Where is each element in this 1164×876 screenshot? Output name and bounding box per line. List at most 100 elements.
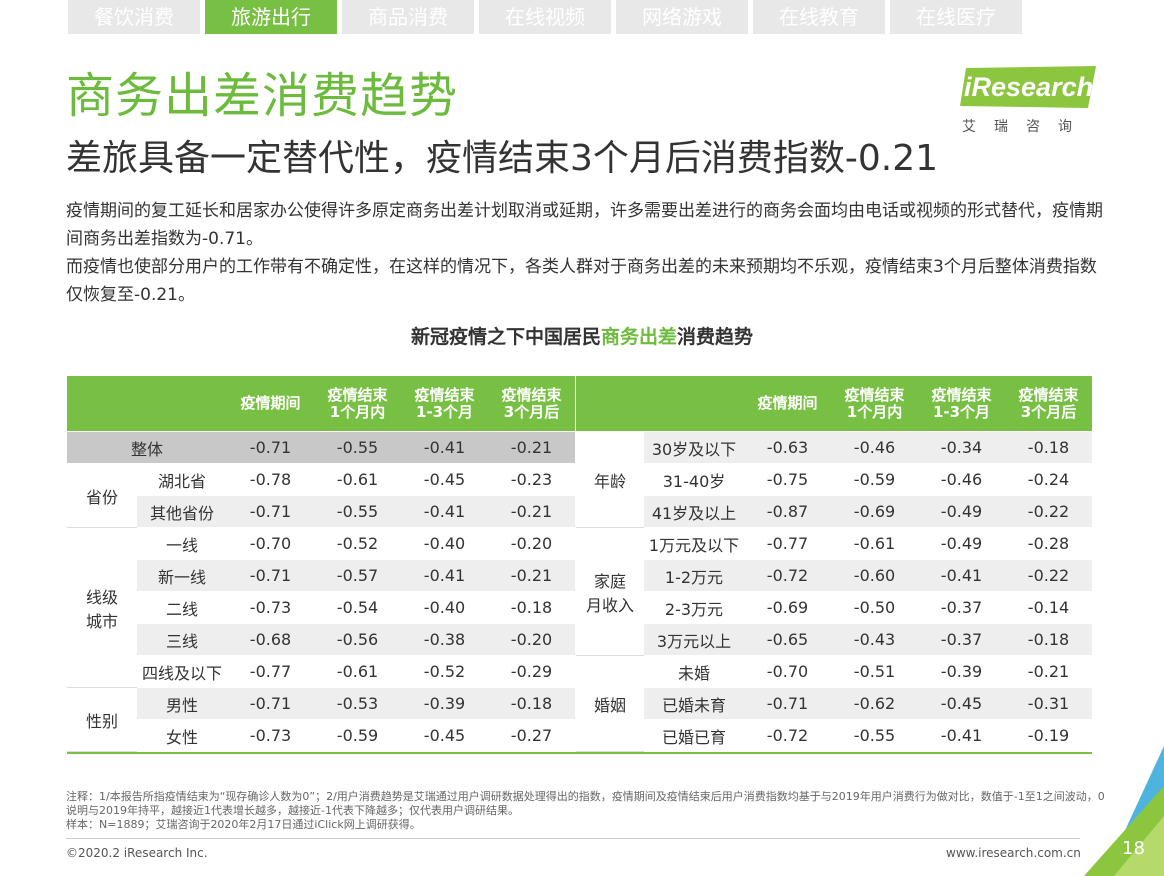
- column-header: 疫情结束 1个月内: [314, 376, 401, 432]
- logo-text: iResearch: [964, 72, 1094, 102]
- table-cell: -0.21: [488, 432, 575, 464]
- table-cell: -0.72: [744, 560, 831, 592]
- table-cell: -0.71: [227, 432, 314, 464]
- table-cell: -0.78: [227, 464, 314, 496]
- table-cell: -0.22: [1005, 496, 1092, 528]
- table-cell: -0.65: [744, 624, 831, 656]
- tab-2[interactable]: 商品消费: [342, 0, 474, 34]
- row-label: 四线及以下: [137, 656, 227, 688]
- table-cell: -0.52: [314, 528, 401, 560]
- table-cell: -0.61: [314, 464, 401, 496]
- table-title-pre: 新冠疫情之下中国居民: [410, 326, 601, 348]
- table-cell: -0.41: [401, 432, 488, 464]
- table-cell: -0.71: [227, 688, 314, 720]
- footer-divider: [66, 838, 1080, 839]
- page-number: 18: [1122, 838, 1145, 859]
- table-cell: -0.87: [744, 496, 831, 528]
- table-cell: -0.52: [401, 656, 488, 688]
- footnotes: 注释：1/本报告所指疫情结束为“现存确诊人数为0”；2/用户消费趋势是艾瑞通过用…: [66, 790, 1106, 832]
- table-cell: -0.77: [227, 656, 314, 688]
- tab-5[interactable]: 在线教育: [753, 0, 885, 34]
- column-header: 疫情结束 1个月内: [831, 376, 918, 432]
- table-cell: -0.19: [1005, 720, 1092, 752]
- footnote-sample: 样本：N=1889；艾瑞咨询于2020年2月17日通过iClick网上调研获得。: [66, 818, 421, 831]
- table-cell: -0.20: [488, 528, 575, 560]
- logo-badge-icon: [960, 66, 1096, 108]
- table-cell: -0.37: [918, 624, 1005, 656]
- table-cell: -0.70: [227, 528, 314, 560]
- intro-paragraph-1: 疫情期间的复工延长和居家办公使得许多原定商务出差计划取消或延期，许多需要出差进行…: [66, 201, 1103, 249]
- group-label: 性别: [67, 688, 137, 752]
- row-label: 1-2万元: [644, 560, 744, 592]
- table-cell: -0.29: [488, 656, 575, 688]
- table-cell: -0.77: [744, 528, 831, 560]
- table-cell: -0.59: [314, 720, 401, 752]
- table-cell: -0.50: [831, 592, 918, 624]
- row-label: 二线: [137, 592, 227, 624]
- row-label: 男性: [137, 688, 227, 720]
- table-cell: -0.69: [744, 592, 831, 624]
- row-label: 30岁及以下: [644, 432, 744, 464]
- intro-paragraph-2: 而疫情也使部分用户的工作带有不确定性，在这样的情况下，各类人群对于商务出差的未来…: [66, 257, 1097, 305]
- table-cell: -0.45: [401, 464, 488, 496]
- table-cell: -0.49: [918, 496, 1005, 528]
- table-cell: -0.59: [831, 464, 918, 496]
- table-cell: -0.34: [918, 432, 1005, 464]
- row-label: 女性: [137, 720, 227, 752]
- table-cell: -0.24: [1005, 464, 1092, 496]
- table-cell: -0.21: [488, 560, 575, 592]
- table-cell: -0.69: [831, 496, 918, 528]
- row-label: 已婚未育: [644, 688, 744, 720]
- row-label: 其他省份: [137, 496, 227, 528]
- row-label: 湖北省: [137, 464, 227, 496]
- table-cell: -0.51: [831, 656, 918, 688]
- table-cell: -0.41: [401, 560, 488, 592]
- row-label: 未婚: [644, 656, 744, 688]
- table-cell: -0.20: [488, 624, 575, 656]
- table-cell: -0.40: [401, 528, 488, 560]
- table-title-highlight: 商务出差: [600, 326, 677, 348]
- column-header: 疫情结束 3个月后: [1005, 376, 1092, 432]
- website: www.iresearch.com.cn: [946, 846, 1081, 860]
- tab-6[interactable]: 在线医疗: [890, 0, 1022, 34]
- tab-3[interactable]: 在线视频: [479, 0, 611, 34]
- tab-4[interactable]: 网络游戏: [616, 0, 748, 34]
- table-cell: -0.21: [488, 496, 575, 528]
- row-label: 一线: [137, 528, 227, 560]
- table-cell: -0.38: [401, 624, 488, 656]
- table-cell: -0.41: [918, 720, 1005, 752]
- table-cell: -0.71: [227, 496, 314, 528]
- row-label: 已婚已育: [644, 720, 744, 752]
- table-cell: -0.18: [488, 688, 575, 720]
- table-cell: -0.63: [744, 432, 831, 464]
- tab-1[interactable]: 旅游出行: [205, 0, 337, 34]
- header-blank-left: [67, 376, 227, 432]
- table-cell: -0.72: [744, 720, 831, 752]
- tab-0[interactable]: 餐饮消费: [68, 0, 200, 34]
- table-bottom-rule: [67, 752, 1092, 754]
- table-cell: -0.22: [1005, 560, 1092, 592]
- page-title: 商务出差消费趋势: [66, 68, 459, 124]
- column-header: 疫情结束 1-3个月: [918, 376, 1005, 432]
- table-cell: -0.37: [918, 592, 1005, 624]
- row-label: 整体: [67, 432, 227, 464]
- table-title-post: 消费趋势: [677, 326, 754, 348]
- column-header: 疫情结束 3个月后: [488, 376, 575, 432]
- table-cell: -0.49: [918, 528, 1005, 560]
- group-label: 家庭 月收入: [576, 528, 644, 656]
- table-cell: -0.46: [918, 464, 1005, 496]
- group-label: 线级 城市: [67, 528, 137, 688]
- table-cell: -0.18: [488, 592, 575, 624]
- table-cell: -0.39: [918, 656, 1005, 688]
- row-label: 1万元及以下: [644, 528, 744, 560]
- table-cell: -0.61: [831, 528, 918, 560]
- table-title: 新冠疫情之下中国居民商务出差消费趋势: [0, 322, 1164, 349]
- table-cell: -0.41: [918, 560, 1005, 592]
- table-cell: -0.43: [831, 624, 918, 656]
- table-cell: -0.21: [1005, 656, 1092, 688]
- table-cell: -0.46: [831, 432, 918, 464]
- table-cell: -0.61: [314, 656, 401, 688]
- row-label: 2-3万元: [644, 592, 744, 624]
- table-cell: -0.27: [488, 720, 575, 752]
- table-cell: -0.71: [227, 560, 314, 592]
